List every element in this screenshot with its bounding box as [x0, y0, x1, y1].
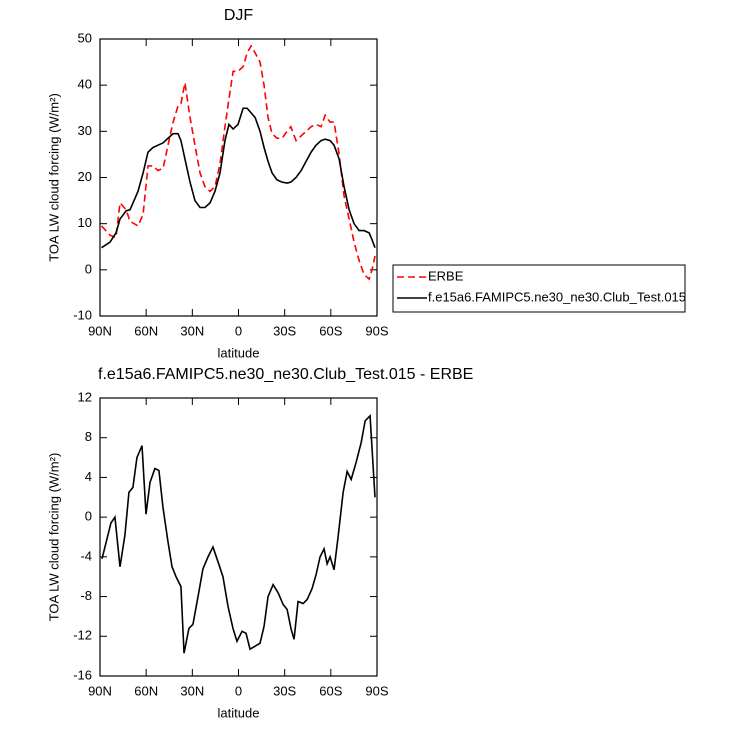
y-tick-label: -10: [73, 307, 92, 322]
y-tick-label: 50: [78, 30, 92, 45]
legend-label: f.e15a6.FAMIPC5.ne30_ne30.Club_Test.015: [428, 289, 686, 304]
x-tick-label: 60S: [319, 683, 342, 698]
y-tick-label: -16: [73, 667, 92, 682]
x-tick-label: 30N: [180, 683, 204, 698]
y-tick-label: -4: [80, 548, 92, 563]
x-tick-label: 0: [235, 683, 242, 698]
x-tick-label: 90S: [365, 683, 388, 698]
legend-box: [392, 264, 686, 313]
y-tick-label: 20: [78, 169, 92, 184]
x-tick-label: 60N: [134, 323, 158, 338]
chart-title: f.e15a6.FAMIPC5.ne30_ne30.Club_Test.015 …: [98, 366, 473, 383]
plot-frame: [99, 397, 378, 677]
x-tick-label: 30N: [180, 323, 204, 338]
x-axis-label: latitude: [218, 345, 260, 360]
y-tick-label: 8: [85, 429, 92, 444]
y-tick-label: 4: [85, 469, 92, 484]
y-axis-label: TOA LW cloud forcing (W/m²): [46, 453, 61, 622]
y-tick-label: 0: [85, 509, 92, 524]
x-tick-label: 90S: [365, 323, 388, 338]
x-tick-label: 60S: [319, 323, 342, 338]
y-tick-label: 30: [78, 123, 92, 138]
x-tick-label: 30S: [273, 683, 296, 698]
x-tick-label: 60N: [134, 683, 158, 698]
y-axis-label: TOA LW cloud forcing (W/m²): [46, 93, 61, 262]
y-tick-label: -12: [73, 628, 92, 643]
y-tick-label: 0: [85, 261, 92, 276]
y-tick-label: 12: [78, 389, 92, 404]
x-tick-label: 0: [235, 323, 242, 338]
y-tick-label: -8: [80, 588, 92, 603]
legend-label: ERBE: [428, 268, 464, 283]
data-line: [100, 44, 376, 281]
chart-title: DJF: [224, 7, 254, 24]
y-tick-label: 10: [78, 215, 92, 230]
x-tick-label: 90N: [88, 683, 112, 698]
x-axis-label: latitude: [218, 705, 260, 720]
x-tick-label: 30S: [273, 323, 296, 338]
data-line: [101, 414, 376, 654]
data-line: [101, 107, 376, 249]
x-tick-label: 90N: [88, 323, 112, 338]
y-tick-label: 40: [78, 77, 92, 92]
